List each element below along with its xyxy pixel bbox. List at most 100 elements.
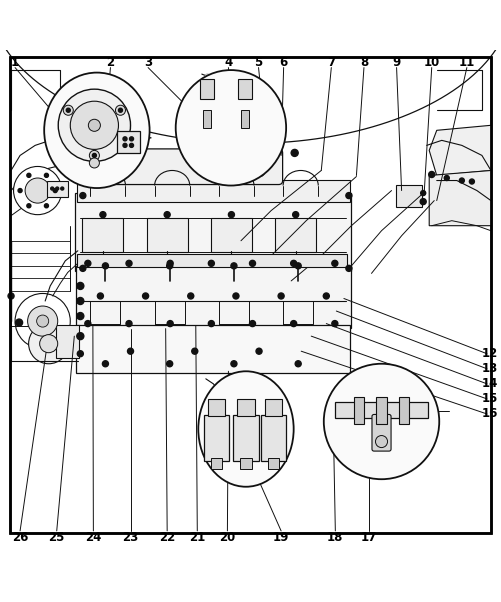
Circle shape: [291, 149, 298, 157]
FancyBboxPatch shape: [237, 79, 252, 99]
Circle shape: [208, 321, 214, 327]
FancyBboxPatch shape: [275, 218, 316, 252]
FancyBboxPatch shape: [77, 179, 349, 202]
Circle shape: [256, 348, 262, 354]
Circle shape: [295, 263, 301, 269]
Circle shape: [77, 312, 84, 320]
Circle shape: [89, 150, 99, 161]
Circle shape: [80, 265, 86, 272]
Circle shape: [166, 263, 172, 269]
Circle shape: [375, 435, 387, 447]
Circle shape: [331, 321, 337, 327]
Circle shape: [85, 321, 91, 327]
Text: 14: 14: [480, 377, 496, 390]
Text: 4: 4: [224, 56, 232, 69]
Circle shape: [129, 137, 133, 141]
Text: 24: 24: [85, 532, 101, 544]
Circle shape: [53, 188, 57, 193]
Circle shape: [77, 282, 84, 290]
Circle shape: [97, 293, 103, 299]
Circle shape: [77, 333, 84, 340]
Circle shape: [167, 321, 173, 327]
FancyBboxPatch shape: [77, 254, 347, 267]
Text: 16: 16: [480, 408, 496, 420]
Circle shape: [419, 199, 425, 205]
Circle shape: [77, 297, 84, 305]
FancyBboxPatch shape: [261, 415, 286, 461]
Circle shape: [29, 324, 69, 364]
Circle shape: [249, 260, 255, 266]
Circle shape: [66, 108, 70, 112]
Circle shape: [345, 265, 351, 272]
FancyBboxPatch shape: [82, 218, 123, 252]
Circle shape: [292, 212, 298, 218]
Circle shape: [61, 187, 64, 190]
Circle shape: [187, 293, 193, 299]
Circle shape: [191, 348, 197, 354]
FancyBboxPatch shape: [217, 136, 264, 176]
Circle shape: [278, 293, 284, 299]
Text: 18: 18: [327, 532, 343, 544]
FancyBboxPatch shape: [79, 149, 282, 185]
Circle shape: [14, 167, 62, 215]
Circle shape: [249, 321, 255, 327]
Text: 10: 10: [423, 56, 439, 69]
Circle shape: [123, 137, 127, 141]
Text: 15: 15: [480, 393, 496, 405]
FancyBboxPatch shape: [371, 414, 390, 451]
Ellipse shape: [175, 70, 286, 185]
FancyBboxPatch shape: [47, 181, 68, 197]
Circle shape: [458, 178, 463, 183]
Circle shape: [208, 260, 214, 266]
FancyBboxPatch shape: [117, 131, 140, 153]
FancyBboxPatch shape: [240, 458, 251, 469]
Text: 25: 25: [49, 532, 65, 544]
Text: 1: 1: [11, 56, 19, 69]
Circle shape: [468, 179, 473, 184]
Circle shape: [167, 260, 173, 266]
FancyBboxPatch shape: [56, 324, 79, 358]
Circle shape: [45, 173, 49, 178]
Text: 23: 23: [122, 532, 138, 544]
Text: 11: 11: [458, 56, 474, 69]
Circle shape: [51, 187, 54, 190]
Circle shape: [126, 321, 132, 327]
Circle shape: [45, 203, 49, 208]
Circle shape: [443, 176, 448, 181]
Text: 22: 22: [159, 532, 175, 544]
Circle shape: [27, 173, 31, 178]
FancyBboxPatch shape: [334, 402, 427, 418]
FancyBboxPatch shape: [210, 218, 252, 252]
Text: 12: 12: [480, 347, 496, 360]
Text: 5: 5: [254, 56, 262, 69]
Text: 8: 8: [359, 56, 367, 69]
Circle shape: [228, 212, 234, 218]
Circle shape: [164, 212, 170, 218]
Circle shape: [230, 263, 236, 269]
Circle shape: [80, 193, 86, 199]
Text: 26: 26: [12, 532, 28, 544]
Circle shape: [27, 203, 31, 208]
FancyBboxPatch shape: [240, 110, 248, 128]
Circle shape: [323, 293, 329, 299]
Text: 13: 13: [480, 362, 496, 375]
Circle shape: [25, 178, 50, 203]
FancyBboxPatch shape: [146, 218, 187, 252]
FancyBboxPatch shape: [204, 415, 229, 461]
Circle shape: [88, 119, 100, 131]
FancyBboxPatch shape: [233, 415, 258, 461]
Polygon shape: [428, 170, 490, 226]
Text: 2: 2: [106, 56, 114, 69]
Ellipse shape: [198, 371, 293, 487]
FancyBboxPatch shape: [75, 193, 351, 271]
FancyBboxPatch shape: [265, 399, 282, 416]
Circle shape: [15, 293, 70, 349]
Circle shape: [40, 335, 58, 353]
Circle shape: [232, 293, 238, 299]
Ellipse shape: [44, 73, 149, 188]
FancyBboxPatch shape: [211, 458, 222, 469]
Text: 9: 9: [392, 56, 400, 69]
FancyBboxPatch shape: [208, 399, 225, 416]
Text: 6: 6: [279, 56, 287, 69]
Circle shape: [58, 89, 130, 161]
